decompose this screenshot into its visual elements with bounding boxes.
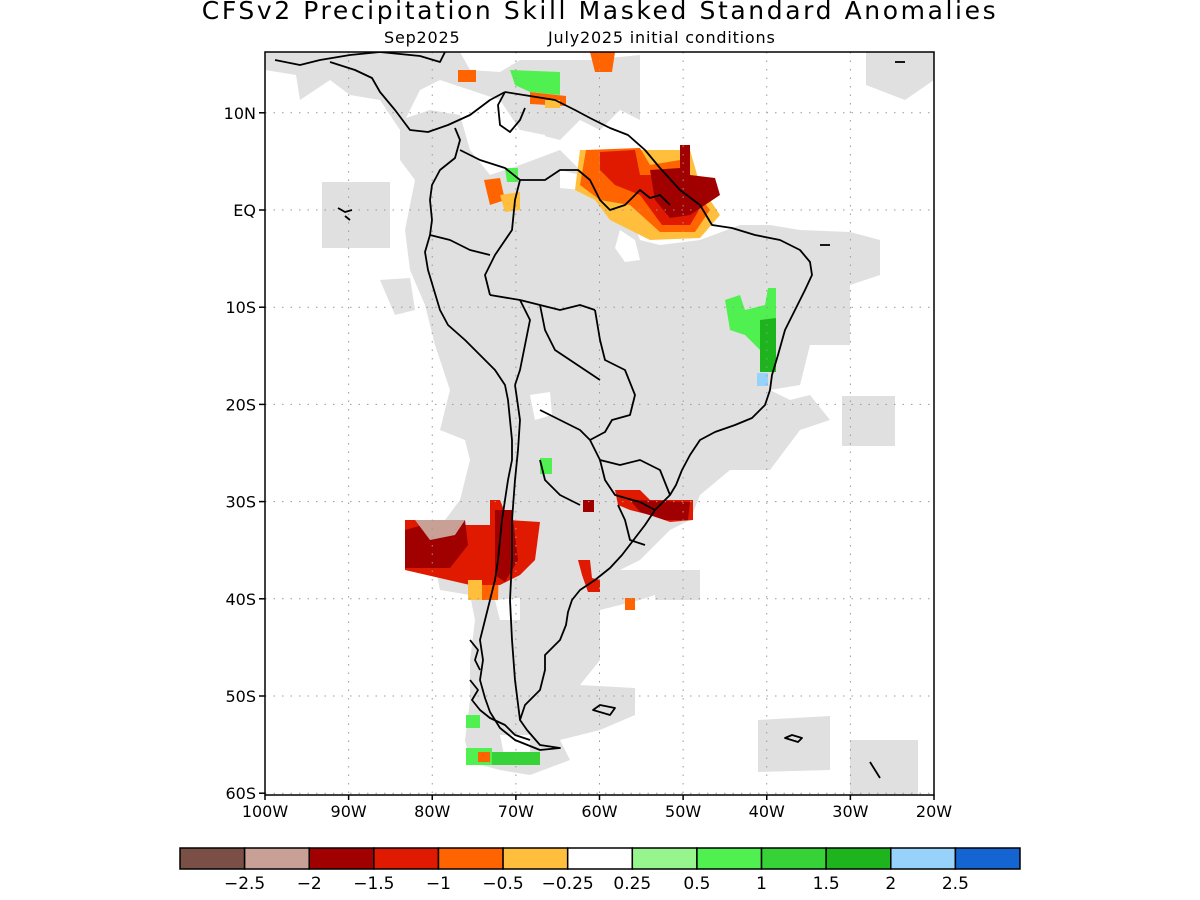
colorbar-label: 0.25	[613, 874, 651, 894]
lon-tick-label: 90W	[331, 802, 367, 821]
lon-tick-label: 50W	[665, 802, 701, 821]
colorbar-swatch	[373, 847, 440, 870]
colorbar-swatch	[243, 847, 310, 870]
colorbar-swatch	[179, 847, 246, 870]
colorbar-swatch	[825, 847, 892, 870]
lat-tick-label: 10S	[225, 298, 256, 317]
colorbar-label: 0.5	[683, 874, 710, 894]
longitude-axis: 100W 90W 80W 70W 60W 50W 40W 30W 20W	[242, 795, 952, 821]
lon-tick-label: 80W	[414, 802, 450, 821]
colorbar	[179, 847, 1021, 870]
lat-tick-label: 40S	[225, 590, 256, 609]
colorbar-label: 1	[756, 874, 767, 894]
coastlines-borders	[274, 52, 905, 779]
colorbar-label: −1.5	[353, 874, 394, 894]
colorbar-label: 2.5	[942, 874, 969, 894]
lat-tick-label: 30S	[225, 493, 256, 512]
subtitle-month: Sep2025	[384, 28, 461, 47]
colorbar-label: 2	[885, 874, 896, 894]
colorbar-label: −1	[426, 874, 451, 894]
colorbar-swatch	[437, 847, 504, 870]
colorbar-swatch	[502, 847, 569, 870]
colorbar-swatch	[890, 847, 957, 870]
colorbar-label: 1.5	[813, 874, 840, 894]
lat-tick-label: 60S	[225, 784, 256, 803]
colorbar-swatch	[308, 847, 375, 870]
colorbar-swatch	[566, 847, 634, 870]
lon-tick-label: 20W	[916, 802, 952, 821]
lat-tick-label: 20S	[225, 395, 256, 414]
colorbar-swatch	[760, 847, 827, 870]
lon-tick-label: 40W	[749, 802, 785, 821]
map-plot-area	[265, 52, 934, 795]
colorbar-label: −2.5	[224, 874, 265, 894]
colorbar-label: −0.5	[482, 874, 523, 894]
map-title: CFSv2 Precipitation Skill Masked Standar…	[201, 0, 999, 25]
colorbar-label: −2	[297, 874, 322, 894]
colorbar-swatch	[954, 847, 1021, 870]
colorbar-label: −0.25	[542, 874, 594, 894]
lat-tick-label: 10N	[224, 104, 256, 123]
lon-tick-label: 60W	[581, 802, 617, 821]
lon-tick-label: 70W	[498, 802, 534, 821]
colorbar-labels: −2.5 −2 −1.5 −1 −0.5 −0.25 0.25 0.5 1 1.5 2 2.5	[224, 874, 969, 894]
lon-tick-label: 100W	[242, 802, 289, 821]
lon-tick-label: 30W	[832, 802, 868, 821]
anomaly-patches	[405, 52, 776, 765]
latitude-axis: 10N EQ 10S 20S 30S 40S 50S 60S	[224, 104, 265, 803]
subtitle-initial-conditions: July2025 initial conditions	[548, 28, 776, 47]
colorbar-swatch	[696, 847, 763, 870]
lat-lon-grid	[265, 52, 934, 795]
lat-tick-label: EQ	[233, 201, 256, 220]
colorbar-swatch	[631, 847, 698, 870]
lat-tick-label: 50S	[225, 687, 256, 706]
